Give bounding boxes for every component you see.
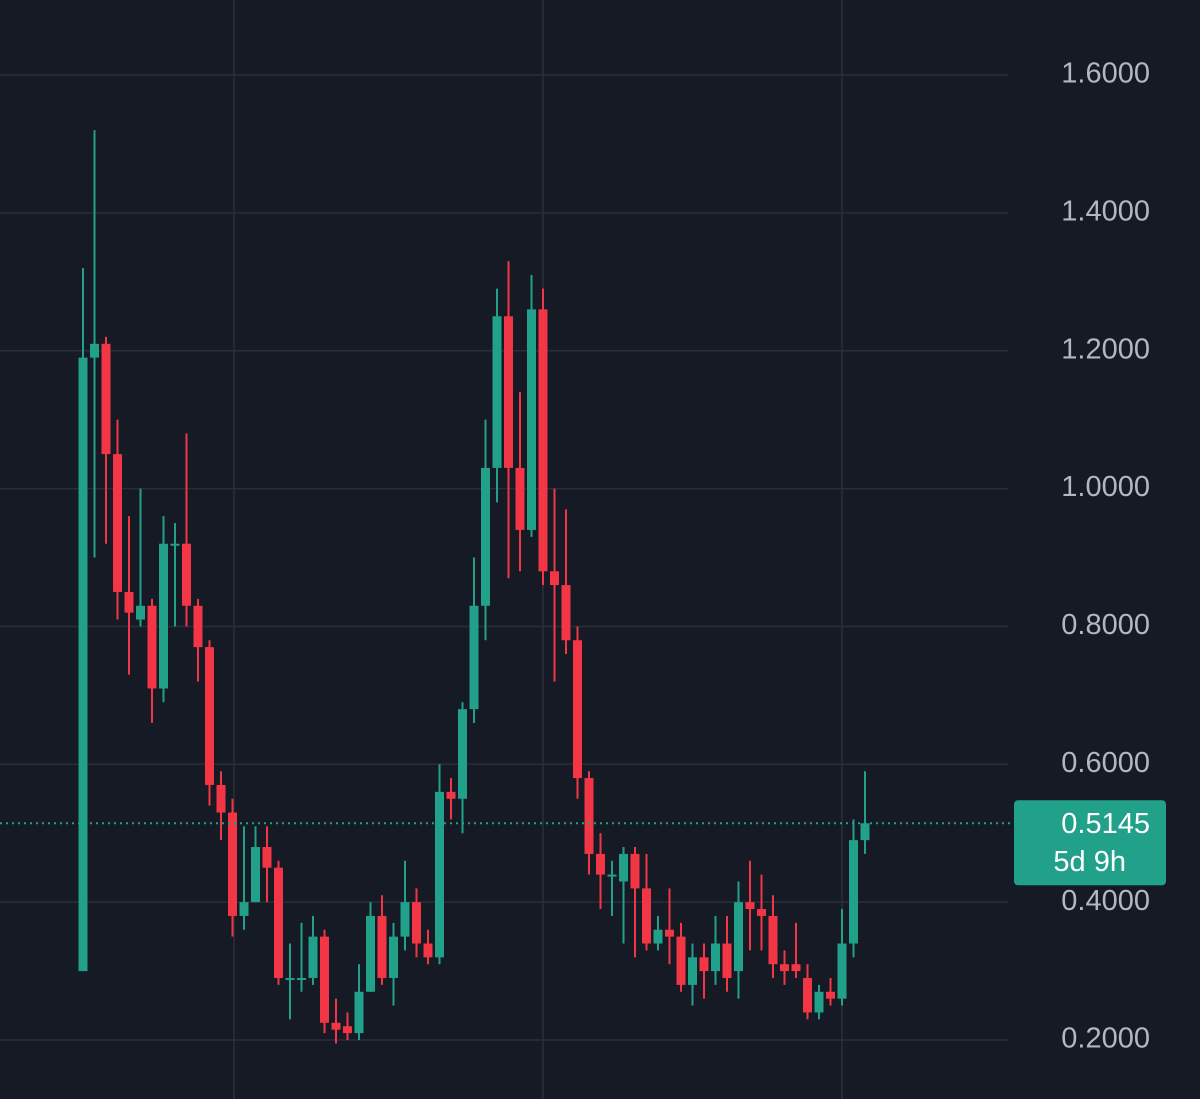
grid: 0.2000 0.4000 0.6000 0.8000 1.0000 1.2000 1.40… [0, 58, 1150, 1055]
candle-body [205, 647, 214, 785]
y-tick-label: 0.8000 [1061, 609, 1150, 641]
candle-body [297, 977, 306, 980]
y-tick-label: 1.0000 [1061, 471, 1150, 503]
candle-body [860, 823, 870, 841]
candle-body [469, 605, 479, 710]
candle-body [814, 991, 824, 1013]
overlay: 0.5145 5d 9h [0, 800, 1166, 886]
candle-body [768, 915, 778, 965]
candle-body [147, 605, 157, 689]
candle-body [699, 957, 709, 972]
candle-body [78, 357, 88, 972]
candle-body [780, 964, 789, 972]
candle-body [354, 991, 364, 1034]
candle-body [676, 936, 686, 985]
candle-body [665, 929, 674, 937]
candle-body [515, 467, 525, 530]
candle-body [607, 874, 617, 877]
candle-body [216, 784, 226, 813]
candle-body [630, 853, 640, 889]
candle-body [538, 309, 548, 572]
candle-body [182, 543, 191, 606]
y-tick-label: 1.4000 [1061, 196, 1150, 228]
candle-body [331, 1022, 341, 1030]
candle-body [722, 943, 732, 978]
candle-body [550, 571, 559, 586]
candle-body [527, 309, 536, 530]
candle-body [124, 591, 134, 613]
candle-body [274, 867, 283, 978]
candle-body [688, 957, 697, 985]
y-tick-label: 0.2000 [1061, 1023, 1150, 1055]
candle-body [113, 454, 122, 592]
candle-body [481, 467, 490, 606]
y-tick-label: 0.6000 [1061, 747, 1150, 779]
candle-body [561, 585, 571, 641]
candle-body [803, 977, 812, 1013]
candle-body [377, 915, 387, 978]
candle-body [308, 936, 318, 978]
candle-body [711, 943, 720, 972]
candle-body [343, 1026, 352, 1034]
candle-body [745, 902, 755, 910]
countdown-label: 5d 9h [1053, 846, 1126, 878]
candle-body [596, 853, 605, 875]
candle-body [837, 943, 847, 999]
candle-body [734, 902, 743, 972]
candle-body [400, 902, 410, 937]
candle-body [193, 605, 203, 648]
candles [78, 130, 870, 1044]
candle-body [642, 888, 651, 944]
candle-body [826, 991, 835, 999]
candle-body [228, 812, 237, 916]
candle-body [389, 936, 398, 978]
candle-body [170, 543, 180, 546]
candle-body [366, 915, 375, 992]
candle-body [573, 640, 582, 779]
candle-body [849, 840, 858, 944]
candle-body [458, 709, 467, 799]
candle-body [412, 902, 421, 944]
candle-body [423, 943, 433, 958]
candle-body [262, 847, 272, 868]
price-label: 0.5145 [1061, 808, 1150, 840]
y-tick-label: 0.4000 [1061, 885, 1150, 917]
candle-body [492, 316, 502, 468]
candle-body [757, 909, 766, 916]
candle-body [136, 605, 145, 620]
y-tick-label: 1.2000 [1061, 333, 1150, 365]
price-label-box [1014, 800, 1166, 886]
candle-body [101, 343, 111, 455]
candle-body [159, 543, 168, 689]
candle-body [90, 343, 99, 358]
candle-body [619, 853, 628, 882]
candle-body [320, 936, 329, 1023]
candle-body [584, 778, 594, 854]
candle-body [239, 902, 249, 916]
candle-body [435, 791, 444, 958]
candle-body [446, 791, 456, 799]
candle-body [791, 964, 801, 972]
candle-body [285, 977, 295, 980]
candle-body [653, 929, 663, 944]
candle-body [251, 847, 260, 903]
candle-body [504, 316, 513, 468]
y-tick-label: 1.6000 [1061, 58, 1150, 90]
